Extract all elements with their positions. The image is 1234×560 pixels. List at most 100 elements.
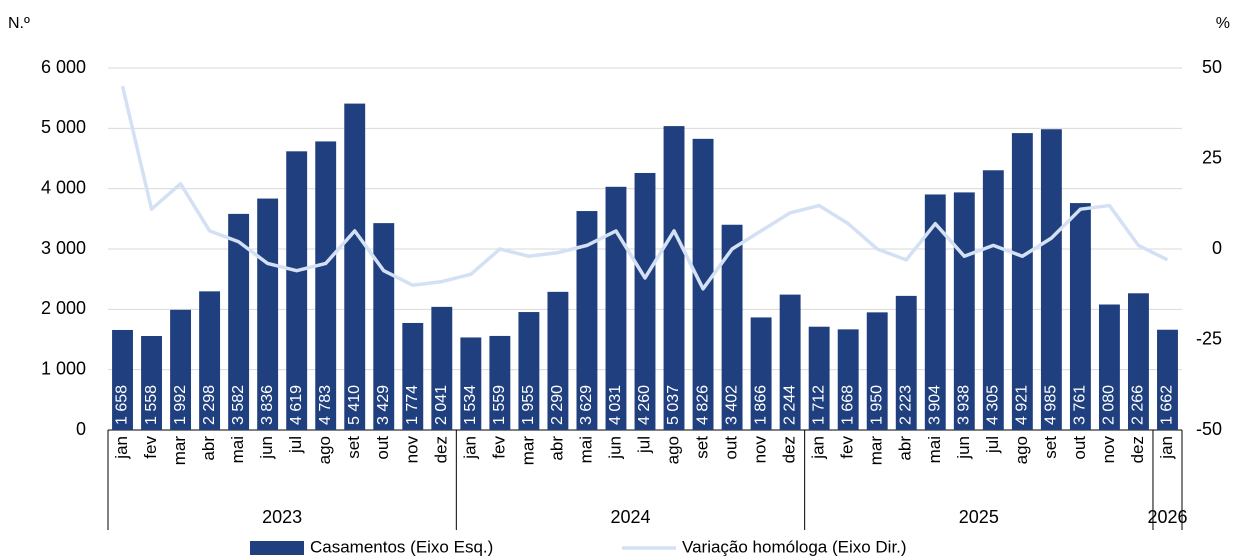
bar-value-label: 4 783 [317, 385, 334, 425]
bar [141, 336, 162, 430]
bar-value-label: 1 559 [491, 385, 508, 425]
bar [1011, 133, 1033, 430]
x-tick-label: fev [838, 436, 857, 459]
bar-value-label: 1 955 [520, 385, 537, 425]
x-tick-label: nov [402, 436, 421, 464]
x-tick-label: mai [925, 436, 944, 463]
y2-tick-label: -25 [1196, 328, 1222, 348]
bar [344, 103, 366, 430]
bar-value-label: 1 668 [839, 385, 856, 425]
x-tick-label: jul [286, 436, 305, 454]
bar [605, 186, 627, 430]
x-tick-label: jul [634, 436, 653, 454]
bar [1128, 293, 1149, 430]
x-tick-label: set [344, 436, 363, 459]
bar-value-label: 3 938 [956, 385, 973, 425]
y-tick-label: 5 000 [41, 117, 86, 137]
bar [895, 295, 917, 430]
bar-value-label: 4 826 [694, 385, 711, 425]
x-tick-label: out [1070, 436, 1089, 460]
bar [866, 312, 888, 430]
x-tick-label: jan [460, 436, 479, 460]
bar [692, 138, 714, 430]
bar-value-label: 1 774 [404, 385, 421, 425]
bar [576, 211, 598, 430]
x-tick-label: jun [605, 436, 624, 460]
bar-value-label: 2 266 [1130, 385, 1147, 425]
x-tick-label: jan [112, 436, 131, 460]
legend-label: Casamentos (Eixo Esq.) [310, 537, 493, 556]
y-axis-title: N.º [8, 15, 30, 32]
year-label: 2023 [262, 507, 302, 527]
x-tick-label: jan [1157, 436, 1176, 460]
x-tick-label: nov [751, 436, 770, 464]
x-tick-label: mar [170, 436, 189, 466]
bar-value-label: 3 402 [723, 385, 740, 425]
bar [199, 291, 221, 430]
bar-value-label: 2 223 [897, 385, 914, 425]
bar-value-label: 2 041 [433, 385, 450, 425]
bar-value-label: 5 410 [346, 385, 363, 425]
x-tick-label: abr [896, 436, 915, 461]
x-tick-label: jan [809, 436, 828, 460]
bar-value-label: 4 921 [1014, 385, 1031, 425]
bar-value-label: 1 992 [172, 385, 189, 425]
x-tick-label: dez [431, 436, 450, 463]
x-tick-label: ago [1012, 436, 1031, 464]
bar-value-label: 1 662 [1159, 385, 1176, 425]
bar [170, 309, 192, 430]
bar-value-label: 1 712 [810, 385, 827, 425]
bar [721, 224, 743, 430]
bar [663, 126, 685, 430]
bar-value-label: 3 836 [259, 385, 276, 425]
bar [489, 335, 511, 430]
y2-tick-label: 0 [1212, 238, 1222, 258]
bar [460, 337, 482, 430]
bar [257, 198, 279, 430]
bar-value-label: 4 985 [1043, 385, 1060, 425]
x-tick-label: ago [315, 436, 334, 464]
x-tick-label: mar [518, 436, 537, 466]
bar [924, 194, 946, 430]
year-label: 2025 [959, 507, 999, 527]
bar-value-label: 4 619 [288, 385, 305, 425]
bar-value-label: 5 037 [665, 385, 682, 425]
y-tick-label: 3 000 [41, 238, 86, 258]
bar [1098, 304, 1120, 430]
y-tick-label: 6 000 [41, 57, 86, 77]
x-tick-label: fev [141, 436, 160, 459]
bar-value-label: 1 558 [143, 385, 160, 425]
y2-tick-label: 50 [1202, 57, 1222, 77]
bar-value-label: 1 658 [114, 385, 131, 425]
y-tick-label: 2 000 [41, 298, 86, 318]
bar [547, 291, 569, 430]
bar-value-label: 2 298 [201, 385, 218, 425]
y-tick-label: 1 000 [41, 358, 86, 378]
bar [982, 170, 1004, 430]
x-tick-label: out [722, 436, 741, 460]
bar-value-label: 1 950 [868, 385, 885, 425]
x-tick-label: mai [228, 436, 247, 463]
y2-axis-title: % [1216, 15, 1230, 32]
bar [402, 322, 424, 430]
bar [779, 294, 801, 430]
bar-value-label: 3 629 [578, 385, 595, 425]
x-tick-label: jun [954, 436, 973, 460]
bar-value-label: 2 244 [781, 385, 798, 425]
bar-value-label: 1 866 [752, 385, 769, 425]
bar-value-label: 3 761 [1072, 385, 1089, 425]
y2-tick-label: 25 [1202, 147, 1222, 167]
x-tick-label: jun [257, 436, 276, 460]
x-tick-label: ago [664, 436, 683, 464]
bar-value-label: 1 534 [462, 385, 479, 425]
x-tick-label: set [1041, 436, 1060, 459]
bar [808, 326, 830, 430]
x-tick-label: out [373, 436, 392, 460]
x-tick-label: mai [576, 436, 595, 463]
bar [634, 172, 656, 431]
bar-value-label: 4 305 [985, 385, 1002, 425]
x-tick-label: nov [1099, 436, 1118, 464]
bar-value-label: 2 080 [1101, 385, 1118, 425]
x-tick-label: set [693, 436, 712, 459]
